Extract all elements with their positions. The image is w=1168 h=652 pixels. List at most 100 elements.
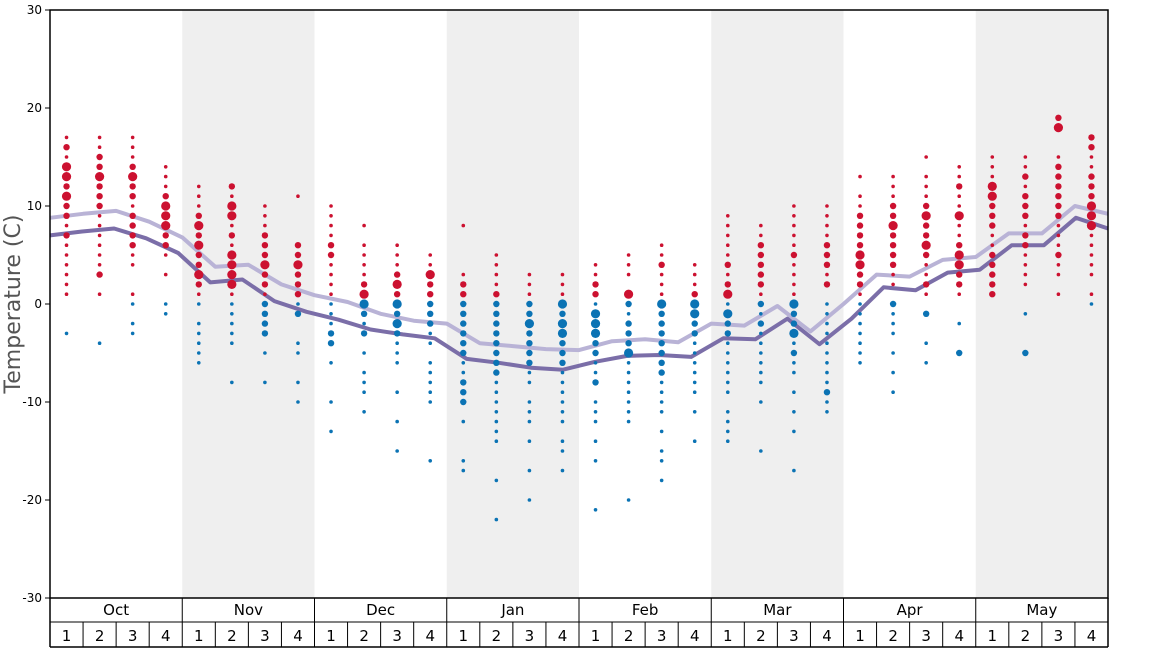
warm-dot	[990, 243, 995, 247]
warm-dot	[1023, 282, 1028, 287]
warm-dot	[162, 242, 169, 249]
cold-dot	[395, 449, 399, 453]
cold-dot	[494, 517, 499, 522]
warm-dot	[230, 194, 234, 198]
warm-dot	[61, 162, 72, 172]
cold-dot	[759, 331, 763, 336]
warm-dot	[494, 282, 499, 287]
cold-dot	[230, 380, 234, 385]
warm-dot	[163, 184, 168, 189]
warm-dot	[593, 272, 598, 277]
cold-dot	[461, 370, 466, 375]
warm-dot	[924, 272, 928, 277]
cold-dot	[428, 370, 433, 375]
warm-dot	[129, 183, 136, 190]
cold-dot	[230, 302, 234, 306]
cold-dot	[593, 370, 598, 375]
warm-dot	[957, 204, 962, 208]
month-label-feb: Feb	[632, 601, 659, 619]
cold-dot	[560, 380, 565, 385]
warm-dot	[427, 281, 434, 288]
warm-dot	[61, 191, 72, 201]
cold-dot	[393, 310, 401, 317]
cold-dot	[659, 380, 664, 385]
cold-dot	[592, 340, 599, 347]
cold-dot	[460, 330, 467, 337]
y-tick-label: 10	[27, 199, 42, 213]
warm-dot	[592, 281, 599, 288]
warm-dot	[757, 261, 765, 268]
cold-dot	[526, 349, 533, 357]
week-label: 1	[988, 627, 998, 645]
cold-dot	[163, 312, 168, 316]
cold-dot	[263, 351, 267, 355]
cold-dot	[460, 379, 467, 386]
cold-dot	[792, 361, 796, 365]
warm-dot	[626, 253, 631, 257]
cold-dot	[626, 361, 631, 365]
cold-dot	[362, 351, 366, 355]
warm-dot	[1056, 243, 1061, 247]
warm-dot	[260, 260, 270, 270]
warm-dot	[327, 251, 335, 259]
cold-dot	[230, 312, 234, 316]
warm-dot	[858, 292, 862, 297]
warm-dot	[96, 153, 103, 161]
warm-dot	[261, 251, 269, 259]
cold-dot	[858, 361, 862, 365]
warm-dot	[823, 251, 831, 259]
cold-dot	[494, 429, 499, 434]
warm-dot	[626, 263, 631, 267]
cold-dot	[825, 361, 829, 365]
cold-dot	[792, 341, 796, 346]
warm-dot	[759, 233, 763, 238]
warm-dot	[560, 282, 565, 287]
warm-dot	[64, 292, 69, 297]
warm-dot	[560, 292, 565, 297]
warm-dot	[1023, 272, 1028, 277]
month-label-jan: Jan	[500, 601, 524, 619]
warm-dot	[888, 221, 898, 231]
upper-line	[49, 204, 1109, 353]
warm-dot	[989, 212, 996, 219]
warm-dot	[856, 222, 864, 229]
cold-dot	[130, 321, 135, 326]
warm-dot	[263, 214, 267, 218]
warm-dot	[227, 260, 237, 270]
cold-dot	[891, 351, 895, 355]
cold-dot	[494, 390, 499, 395]
cold-dot	[659, 478, 664, 483]
warm-dot	[1023, 223, 1028, 228]
cold-dot	[527, 498, 532, 502]
warm-dot	[527, 292, 532, 297]
warm-dot	[1056, 223, 1061, 228]
cold-dot	[494, 419, 499, 424]
week-label: 2	[888, 627, 898, 645]
cold-dot	[230, 331, 234, 336]
cold-dot	[296, 351, 300, 355]
cold-dot	[724, 320, 731, 327]
cold-dot	[493, 359, 500, 366]
cold-dot	[557, 319, 568, 329]
cold-dot	[560, 410, 565, 414]
warm-dot	[855, 250, 865, 260]
warm-dot	[460, 291, 467, 298]
warm-dot	[1023, 253, 1028, 257]
warm-dot	[987, 191, 997, 201]
warm-dot	[163, 253, 168, 257]
warm-dot	[954, 260, 964, 270]
warm-dot	[161, 201, 171, 211]
warm-dot	[195, 212, 202, 219]
cold-dot	[560, 400, 565, 404]
cold-dot	[891, 370, 895, 375]
cold-dot	[590, 319, 601, 329]
warm-dot	[395, 263, 399, 267]
cold-dot	[692, 439, 697, 444]
cold-dot	[130, 331, 135, 336]
warm-dot	[954, 211, 964, 221]
cold-dot	[296, 400, 300, 404]
cold-dot	[759, 351, 763, 355]
cold-dot	[922, 310, 930, 317]
week-label: 4	[822, 627, 832, 645]
cold-dot	[392, 319, 402, 329]
